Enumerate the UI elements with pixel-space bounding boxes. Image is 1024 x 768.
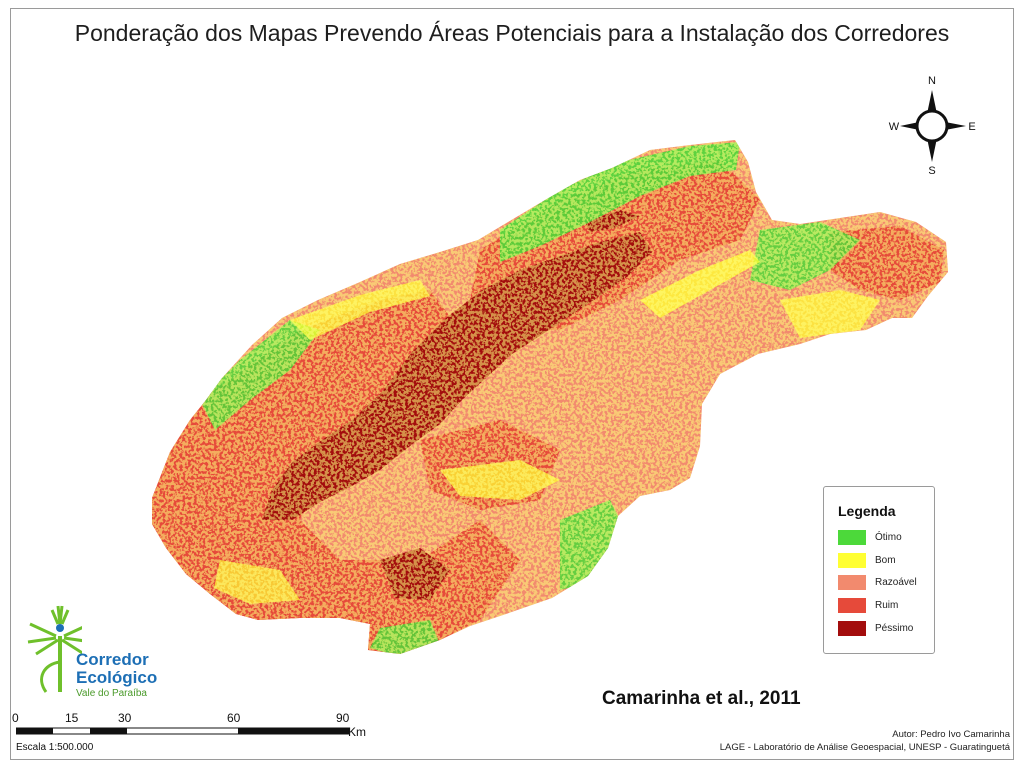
map-legend: Legenda Ótimo Bom Razoável Ruim Péssimo <box>823 486 935 654</box>
scale-bar-graphic <box>16 727 350 735</box>
logo-line2: Ecológico <box>76 668 158 687</box>
legend-item-pessimo: Péssimo <box>838 620 913 637</box>
scale-tick-15: 15 <box>65 711 79 725</box>
legend-item-ruim: Ruim <box>838 597 898 614</box>
legend-title: Legenda <box>838 503 896 519</box>
scale-tick-60: 60 <box>227 711 241 725</box>
author-line2: LAGE - Laboratório de Análise Geoespacia… <box>719 742 1010 753</box>
logo-line3: Vale do Paraíba <box>76 688 147 699</box>
legend-label: Razoável <box>875 577 917 588</box>
compass-s-label: S <box>928 165 935 177</box>
scale-tick-90: 90 <box>336 711 350 725</box>
leaf-figure-icon <box>27 605 82 693</box>
legend-label: Ruim <box>875 600 899 611</box>
citation: Camarinha et al., 2011 <box>602 688 801 709</box>
legend-swatch <box>838 621 866 636</box>
scale-tick-0: 0 <box>12 711 19 725</box>
logo-line1: Corredor <box>76 650 149 669</box>
author-line1: Autor: Pedro Ivo Camarinha <box>892 729 1010 740</box>
compass-w-label: W <box>889 121 900 133</box>
north-arrow: N S W E <box>880 72 984 180</box>
legend-label: Ótimo <box>875 532 902 543</box>
compass-n-label: N <box>928 75 936 87</box>
legend-label: Bom <box>875 555 896 566</box>
legend-swatch <box>838 598 866 613</box>
legend-swatch <box>838 553 866 568</box>
legend-swatch <box>838 575 866 590</box>
author-credit: Autor: Pedro Ivo Camarinha LAGE - Labora… <box>720 728 1010 754</box>
scale-bar: 0 15 30 60 90 Km Escala 1:500.000 <box>10 708 390 756</box>
corredor-ecologico-logo: Corredor Ecológico Vale do Paraíba <box>22 602 162 702</box>
legend-swatch <box>838 530 866 545</box>
legend-label: Péssimo <box>875 623 914 634</box>
compass-rose-icon: N S W E <box>889 75 976 177</box>
legend-item-bom: Bom <box>838 552 896 569</box>
scale-unit: Km <box>348 725 366 739</box>
legend-item-razoavel: Razoável <box>838 574 917 591</box>
legend-item-otimo: Ótimo <box>838 529 902 546</box>
compass-e-label: E <box>968 121 975 133</box>
scale-tick-30: 30 <box>118 711 132 725</box>
map-title: Ponderação dos Mapas Prevendo Áreas Pote… <box>74 20 950 46</box>
scale-caption: Escala 1:500.000 <box>16 742 94 753</box>
map-frame <box>10 8 1014 760</box>
